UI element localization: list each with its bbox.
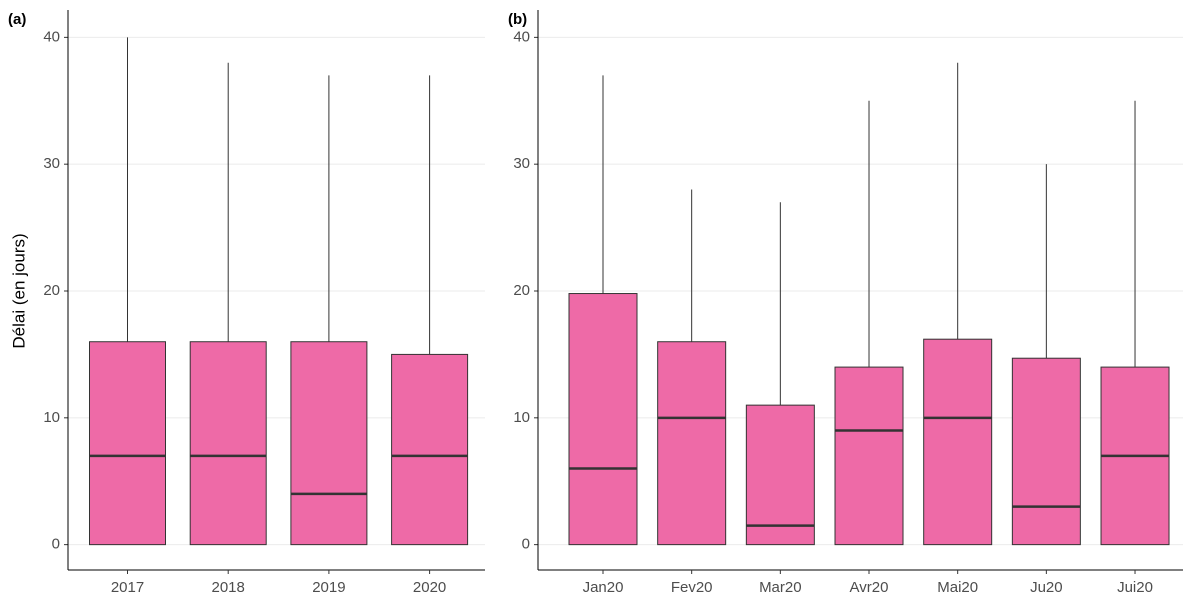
y-axis-label: Délai (en jours) — [9, 233, 28, 348]
y-tick-label: 0 — [52, 536, 60, 553]
box — [834, 366, 904, 546]
x-tick-label: Mar20 — [759, 579, 802, 596]
y-tick-label: 20 — [43, 282, 60, 299]
y-tick-label: 30 — [43, 155, 60, 172]
y-tick-label: 10 — [513, 409, 530, 426]
box — [657, 341, 727, 546]
box — [923, 338, 993, 546]
y-tick-label: 20 — [513, 282, 530, 299]
x-tick-label: 2019 — [312, 579, 345, 596]
box — [745, 404, 815, 546]
x-tick-label: Ju20 — [1030, 579, 1063, 596]
panel-label: (b) — [508, 11, 527, 28]
x-tick-label: 2017 — [111, 579, 144, 596]
box — [391, 353, 469, 546]
box — [290, 341, 368, 546]
x-tick-label: Jui20 — [1117, 579, 1153, 596]
x-tick-label: Jan20 — [583, 579, 624, 596]
box — [189, 341, 267, 546]
y-tick-label: 10 — [43, 409, 60, 426]
box — [568, 293, 638, 546]
x-tick-label: 2018 — [212, 579, 245, 596]
x-tick-label: Avr20 — [850, 579, 889, 596]
x-tick-label: 2020 — [413, 579, 446, 596]
x-tick-label: Fev20 — [671, 579, 713, 596]
y-tick-label: 40 — [43, 28, 60, 45]
x-tick-label: Mai20 — [937, 579, 978, 596]
box — [89, 341, 166, 546]
panel-label: (a) — [8, 11, 26, 28]
y-tick-label: 40 — [513, 28, 530, 45]
y-tick-label: 0 — [522, 536, 530, 553]
y-tick-label: 30 — [513, 155, 530, 172]
box — [1011, 357, 1081, 546]
